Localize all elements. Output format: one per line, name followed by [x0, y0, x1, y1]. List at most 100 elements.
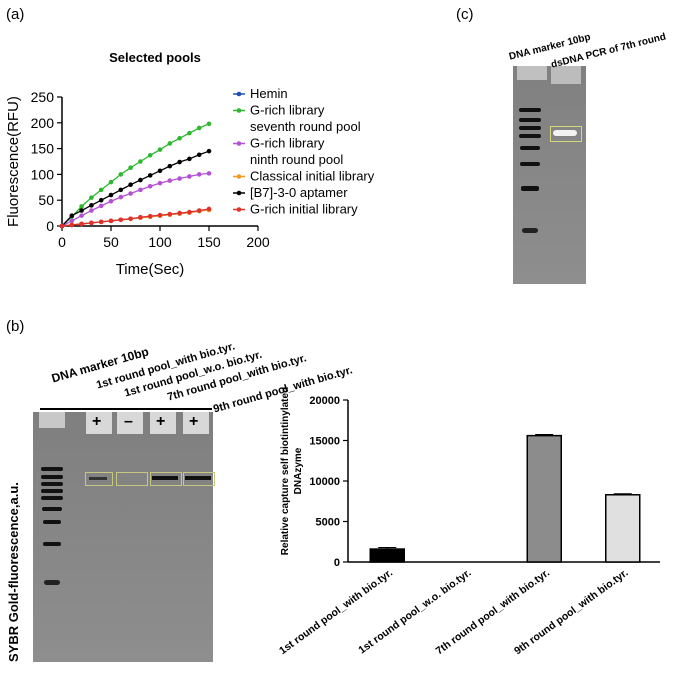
- series-line: [61, 172, 210, 227]
- y-tick-label: 100: [31, 166, 55, 182]
- chart-title: Selected pools: [109, 50, 201, 65]
- gel-b-sign-4: +: [189, 413, 199, 430]
- data-point: [98, 203, 104, 209]
- ladder-band: [41, 489, 63, 493]
- y-tick-label: 200: [31, 115, 55, 131]
- gel-c-image: [513, 66, 586, 284]
- ladder-band: [41, 482, 63, 486]
- gel-b-image: + – + +: [33, 412, 215, 662]
- ladder-band: [520, 146, 540, 150]
- legend-entry: Hemin: [250, 86, 288, 101]
- ladder-band: [519, 126, 541, 130]
- gel-c-band-box: [550, 126, 582, 142]
- x-tick-label: 50: [103, 234, 119, 250]
- data-point: [89, 203, 94, 208]
- data-point: [79, 208, 84, 213]
- ladder-band: [44, 580, 60, 585]
- data-point: [79, 221, 84, 227]
- data-point: [128, 216, 133, 222]
- data-point: [177, 176, 182, 181]
- ladder-band: [521, 186, 539, 191]
- data-point: [118, 217, 124, 223]
- y-tick-label: 20000: [309, 395, 340, 407]
- line-chart: Selected pools 0 50 100 150 200 250 0 50 100 150 20…: [5, 50, 375, 278]
- data-point: [196, 125, 202, 131]
- data-point: [108, 218, 114, 224]
- data-point: [157, 168, 163, 174]
- legend-marker: [236, 108, 242, 113]
- data-point: [108, 192, 114, 198]
- legend-marker: [236, 190, 242, 196]
- x-tick-label: 100: [148, 234, 172, 250]
- y-tick-label: 150: [31, 141, 55, 157]
- ladder-band: [41, 475, 63, 479]
- data-point: [128, 191, 133, 196]
- gel-b-sign-3: +: [156, 413, 166, 430]
- gel-b-band-box: [183, 472, 215, 486]
- y-tick-label: 10000: [309, 476, 340, 488]
- series-line: [61, 150, 210, 227]
- gel-b-band-box: [150, 472, 182, 486]
- legend-entry: G-rich library seventh round pool: [250, 103, 361, 135]
- gel-b-band-box: [116, 472, 148, 486]
- data-point: [118, 194, 124, 200]
- gel-c-band: [553, 130, 577, 136]
- data-point: [108, 198, 114, 204]
- data-point: [138, 187, 143, 193]
- data-point: [157, 180, 163, 186]
- gel-b-sign-2: –: [124, 413, 133, 430]
- legend-entry: G-rich initial library: [250, 202, 358, 217]
- ladder-band: [43, 542, 61, 546]
- bar: [369, 548, 405, 563]
- gel-b-well-3: [150, 412, 176, 434]
- legend-marker: [236, 91, 242, 97]
- data-point: [177, 210, 182, 216]
- data-point: [206, 206, 212, 212]
- gel-b-side-label: SYBR Gold-fluorescence,a.u.: [6, 482, 21, 662]
- data-point: [177, 159, 182, 165]
- panel-label-c: (c): [456, 6, 474, 23]
- y-tick-label: 15000: [309, 436, 340, 448]
- data-point: [108, 179, 114, 185]
- legend-marker: [236, 174, 242, 179]
- y-tick-label: 250: [31, 89, 55, 105]
- ladder-band: [519, 118, 541, 122]
- y-axis-label: Fluorescence(RFU): [5, 96, 22, 227]
- legend-marker: [236, 207, 242, 212]
- gel-b-well-marker: [39, 412, 65, 428]
- data-point: [196, 172, 202, 177]
- data-point: [177, 135, 182, 141]
- data-point: [196, 208, 202, 213]
- data-point: [138, 159, 143, 164]
- x-tick-label: 200: [246, 234, 270, 250]
- ladder-band: [43, 520, 61, 524]
- data-point: [167, 178, 173, 183]
- data-point: [206, 171, 212, 176]
- data-point: [157, 147, 163, 152]
- data-point: [128, 182, 133, 188]
- data-point: [187, 174, 192, 179]
- legend-marker: [236, 141, 242, 146]
- legend-entry: Classical initial library: [250, 169, 375, 184]
- data-point: [69, 218, 75, 224]
- data-point: [89, 220, 94, 226]
- ladder-band: [41, 496, 63, 500]
- y-tick-label: 0: [334, 557, 340, 569]
- series-line: [61, 208, 210, 227]
- gel-b-band-box: [85, 472, 113, 486]
- data-point: [157, 212, 163, 218]
- data-point: [69, 222, 75, 228]
- data-point: [89, 208, 94, 213]
- y-tick-label: 50: [38, 192, 54, 208]
- gel-b-band-3: [152, 476, 178, 480]
- ladder-band: [519, 108, 541, 112]
- data-point: [167, 163, 173, 169]
- data-point: [167, 211, 173, 217]
- data-point: [69, 213, 75, 218]
- data-point: [98, 187, 104, 193]
- gel-b-band-1: [89, 477, 107, 480]
- gel-b-well-4: [183, 412, 209, 434]
- series-line: [61, 123, 210, 227]
- data-point: [147, 153, 153, 158]
- data-point: [89, 195, 94, 200]
